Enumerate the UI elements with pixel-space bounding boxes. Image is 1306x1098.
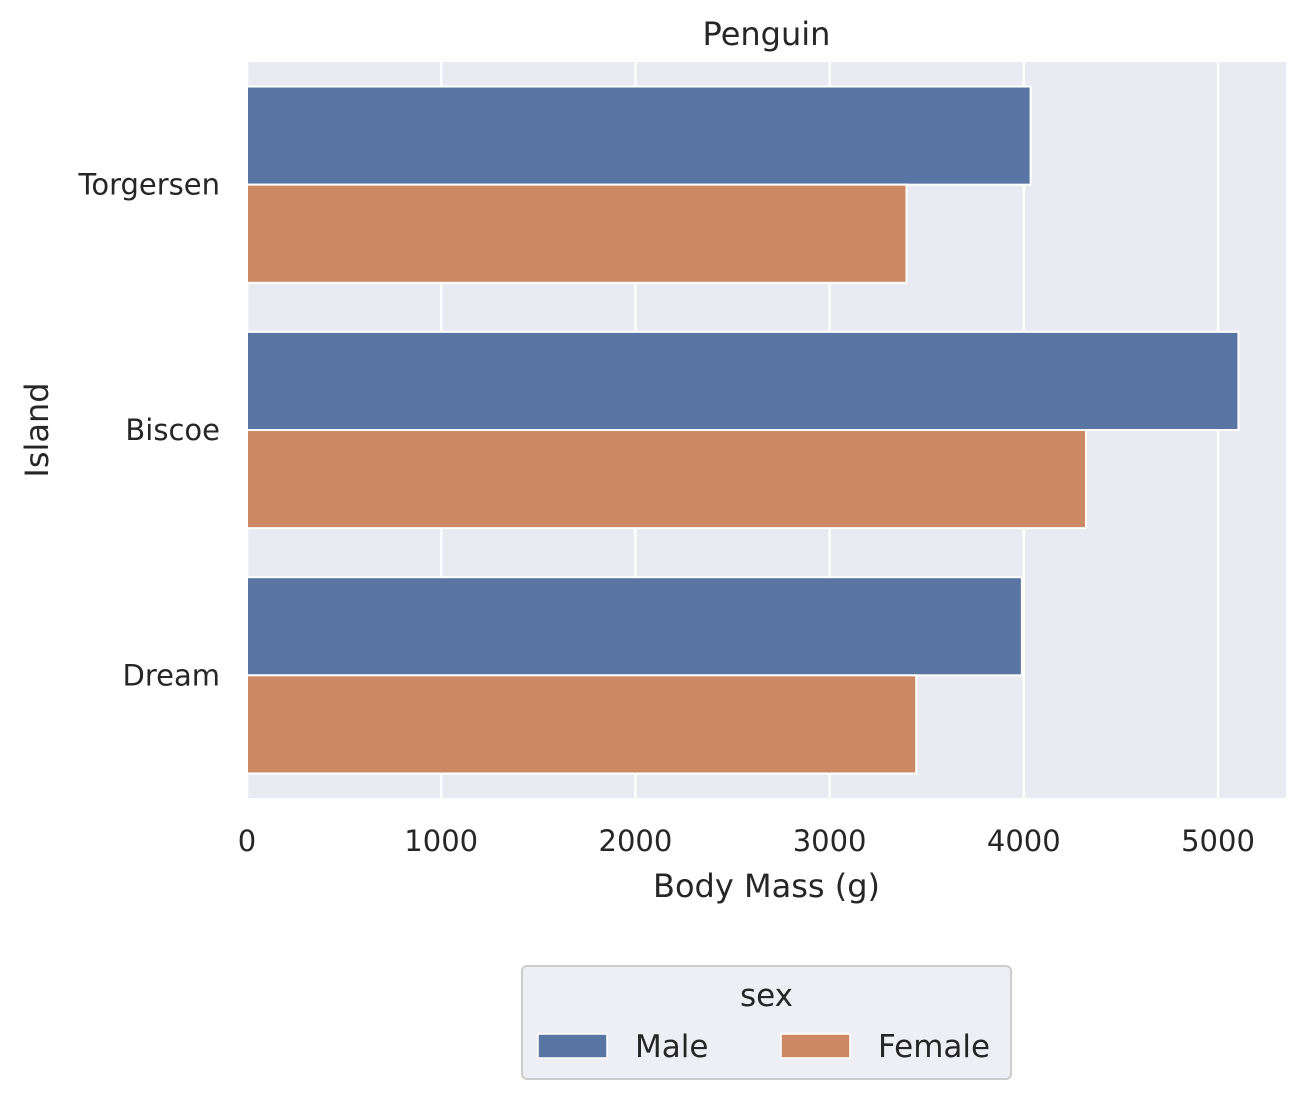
bar-male-torgersen (246, 85, 1032, 186)
x-tick-label: 2000 (599, 824, 673, 858)
legend-swatch-male (537, 1033, 608, 1059)
legend-swatch-female (780, 1033, 851, 1059)
x-tick-label: 5000 (1181, 824, 1255, 858)
bar-male-biscoe (246, 330, 1240, 431)
y-tick-label: Dream (123, 658, 220, 692)
legend-title: sex (740, 978, 793, 1014)
legend: sex Male Female (521, 965, 1012, 1080)
legend-label-male: Male (635, 1029, 708, 1065)
bar-male-dream (246, 576, 1023, 677)
bar-female-dream (246, 674, 918, 775)
x-axis-ticks: 0 1000 2000 3000 4000 5000 (238, 824, 1255, 858)
legend-label-female: Female (878, 1029, 990, 1065)
x-tick-label: 1000 (404, 824, 478, 858)
x-tick-label: 3000 (793, 824, 867, 858)
x-axis-title: Body Mass (g) (653, 867, 880, 905)
y-axis-ticks: Torgersen Biscoe Dream (78, 168, 220, 693)
legend-frame (521, 965, 1012, 1080)
y-tick-label: Biscoe (125, 413, 220, 447)
x-tick-label: 0 (238, 824, 256, 858)
bar-female-biscoe (246, 429, 1087, 530)
y-tick-label: Torgersen (78, 168, 220, 202)
bar-female-torgersen (246, 183, 908, 284)
chart-title: Penguin (703, 15, 831, 53)
bars (246, 85, 1240, 775)
y-axis-title: Island (18, 382, 56, 477)
x-tick-label: 4000 (987, 824, 1061, 858)
legend-entries: Male Female (537, 1029, 990, 1065)
